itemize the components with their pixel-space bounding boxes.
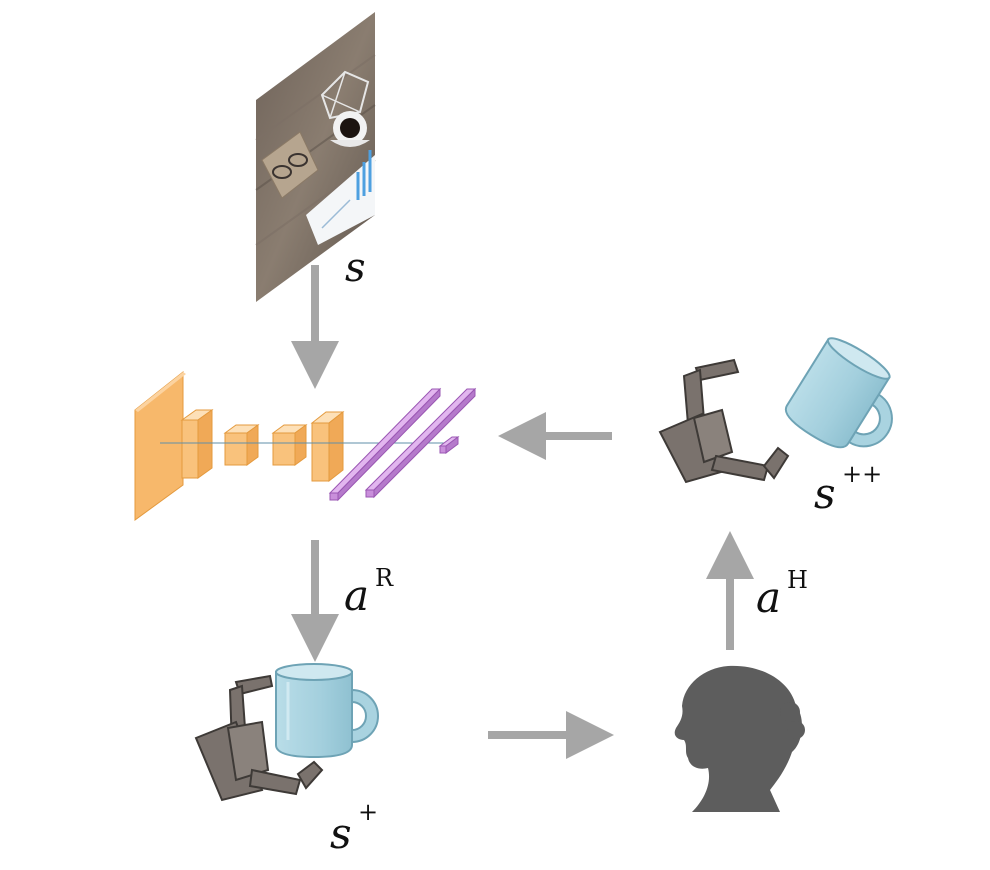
state-plus-superscript: + bbox=[358, 798, 378, 826]
robot-grasp-result-illustration bbox=[194, 663, 379, 802]
fc-bar-1 bbox=[328, 387, 442, 502]
fc-bar-2 bbox=[364, 387, 477, 499]
conv-block-2 bbox=[223, 424, 260, 466]
desk-photo-image bbox=[255, 12, 376, 302]
robot-action-superscript: R bbox=[375, 564, 394, 592]
conv-block-3 bbox=[271, 424, 308, 466]
cnn-network bbox=[134, 370, 477, 521]
state-plusplus-label: s bbox=[814, 469, 836, 518]
human-action-superscript: H bbox=[787, 566, 808, 594]
human-action-label: a bbox=[756, 573, 781, 622]
conv-input-slab bbox=[134, 370, 186, 521]
state-label: s bbox=[345, 245, 366, 291]
conv-block-4 bbox=[310, 410, 345, 483]
conv-block-1 bbox=[180, 409, 214, 479]
robot-gripper-icon-2 bbox=[658, 358, 790, 484]
human-head-silhouette-icon bbox=[674, 665, 805, 812]
fc-output-node bbox=[438, 436, 460, 454]
robot-gripper-icon bbox=[194, 674, 324, 802]
state-plusplus-superscript: ++ bbox=[842, 460, 882, 488]
corrected-grasp-illustration bbox=[658, 337, 893, 484]
robot-action-label: a bbox=[344, 571, 369, 620]
mug-icon bbox=[275, 663, 379, 759]
tilted-mug-icon bbox=[784, 337, 893, 449]
state-plus-label: s bbox=[330, 809, 352, 858]
